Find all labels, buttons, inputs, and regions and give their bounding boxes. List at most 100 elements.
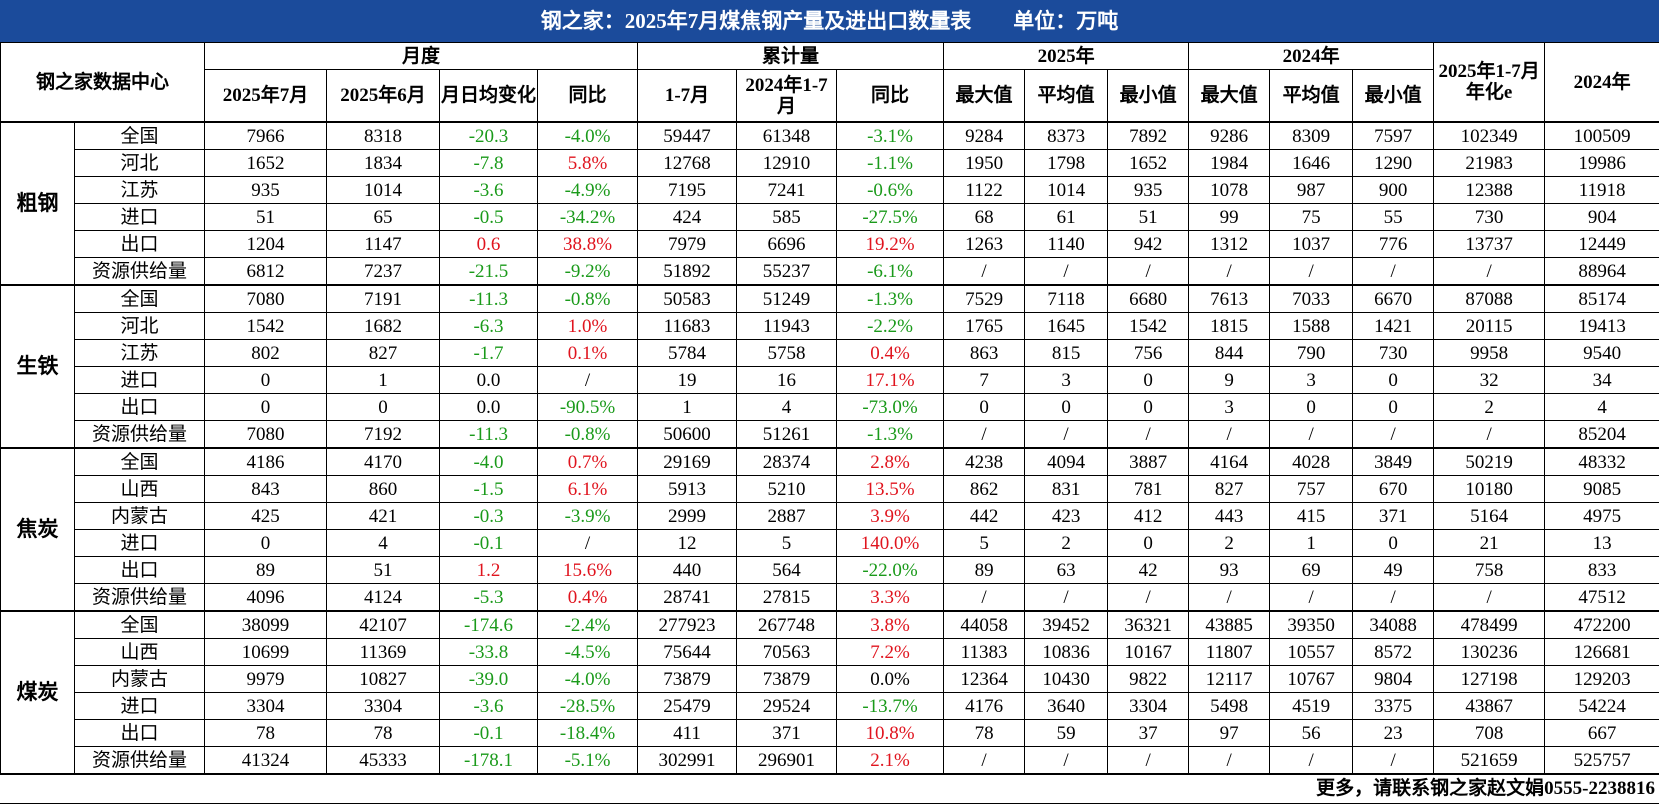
table-cell: 802: [205, 340, 327, 367]
table-cell: 93: [1189, 557, 1270, 584]
table-cell: 1646: [1270, 150, 1353, 177]
table-cell: -6.1%: [837, 258, 944, 286]
table-cell: 42: [1108, 557, 1189, 584]
table-cell: 3304: [327, 693, 440, 720]
row-label: 江苏: [75, 177, 205, 204]
footer: 更多，请联系钢之家赵文娟0555-2238816: [0, 774, 1659, 804]
table-cell: -5.3: [440, 584, 538, 612]
group-header: 累计量: [638, 43, 944, 70]
table-cell: 0.0%: [837, 666, 944, 693]
table-cell: 7080: [205, 421, 327, 449]
table-cell: 21: [1434, 530, 1545, 557]
table-cell: 100509: [1545, 122, 1659, 150]
table-cell: 73879: [638, 666, 737, 693]
table-cell: 21983: [1434, 150, 1545, 177]
table-cell: 85204: [1545, 421, 1659, 449]
table-cell: 1014: [327, 177, 440, 204]
column-header: 同比: [837, 70, 944, 123]
table-cell: 44058: [944, 611, 1025, 639]
table-cell: 0: [1025, 394, 1108, 421]
table-cell: -1.3%: [837, 285, 944, 313]
table-cell: 4238: [944, 448, 1025, 476]
table-cell: /: [1434, 584, 1545, 612]
row-label: 全国: [75, 448, 205, 476]
table-cell: 2.1%: [837, 747, 944, 774]
table-cell: /: [1025, 258, 1108, 286]
column-header: 平均值: [1270, 70, 1353, 123]
table-cell: 1815: [1189, 313, 1270, 340]
table-cell: 41324: [205, 747, 327, 774]
row-label: 进口: [75, 530, 205, 557]
table-cell: 776: [1353, 231, 1434, 258]
table-cell: 0: [1353, 530, 1434, 557]
table-cell: -73.0%: [837, 394, 944, 421]
table-cell: 2.8%: [837, 448, 944, 476]
table-cell: -0.3: [440, 503, 538, 530]
table-cell: 11369: [327, 639, 440, 666]
table-cell: 19.2%: [837, 231, 944, 258]
table-cell: 758: [1434, 557, 1545, 584]
table-cell: 424: [638, 204, 737, 231]
table-cell: 10180: [1434, 476, 1545, 503]
table-cell: /: [1189, 258, 1270, 286]
table-cell: 421: [327, 503, 440, 530]
table-cell: 4: [1545, 394, 1659, 421]
table-cell: 11683: [638, 313, 737, 340]
table-cell: 7.2%: [837, 639, 944, 666]
group-header: 2024年: [1189, 43, 1434, 70]
table-cell: 78: [327, 720, 440, 747]
table-cell: /: [1189, 584, 1270, 612]
table-cell: -20.3: [440, 122, 538, 150]
table-cell: 904: [1545, 204, 1659, 231]
table-cell: 140.0%: [837, 530, 944, 557]
group-header: 2025年: [944, 43, 1189, 70]
table-cell: 13737: [1434, 231, 1545, 258]
table-cell: 0.1%: [538, 340, 638, 367]
table-cell: 1588: [1270, 313, 1353, 340]
table-cell: 1122: [944, 177, 1025, 204]
row-label: 资源供给量: [75, 421, 205, 449]
table-cell: 942: [1108, 231, 1189, 258]
table-cell: 73879: [737, 666, 837, 693]
table-cell: 45333: [327, 747, 440, 774]
group-label: 焦炭: [1, 448, 75, 611]
column-header: 2025年1-7月年化e: [1434, 43, 1545, 123]
table-cell: /: [1108, 584, 1189, 612]
table-cell: 89: [944, 557, 1025, 584]
table-cell: 130236: [1434, 639, 1545, 666]
table-cell: /: [1270, 747, 1353, 774]
table-cell: 3375: [1353, 693, 1434, 720]
table-cell: 1652: [205, 150, 327, 177]
table-cell: 54224: [1545, 693, 1659, 720]
table-cell: 0: [1353, 394, 1434, 421]
table-cell: /: [1025, 421, 1108, 449]
table-cell: 6680: [1108, 285, 1189, 313]
table-cell: -4.0%: [538, 122, 638, 150]
table-cell: -3.6: [440, 177, 538, 204]
table-cell: 1798: [1025, 150, 1108, 177]
table-cell: -34.2%: [538, 204, 638, 231]
table-cell: 4186: [205, 448, 327, 476]
table-cell: 3.8%: [837, 611, 944, 639]
table-cell: 5784: [638, 340, 737, 367]
row-label: 出口: [75, 557, 205, 584]
table-cell: -0.5: [440, 204, 538, 231]
table-cell: 4: [327, 530, 440, 557]
group-label: 生铁: [1, 285, 75, 448]
table-cell: -0.1: [440, 530, 538, 557]
column-header: 最大值: [1189, 70, 1270, 123]
table-cell: 412: [1108, 503, 1189, 530]
table-cell: /: [944, 747, 1025, 774]
table-cell: 708: [1434, 720, 1545, 747]
table-cell: 1263: [944, 231, 1025, 258]
table-cell: 51: [205, 204, 327, 231]
table-cell: 4164: [1189, 448, 1270, 476]
table-cell: 987: [1270, 177, 1353, 204]
table-cell: /: [1434, 258, 1545, 286]
